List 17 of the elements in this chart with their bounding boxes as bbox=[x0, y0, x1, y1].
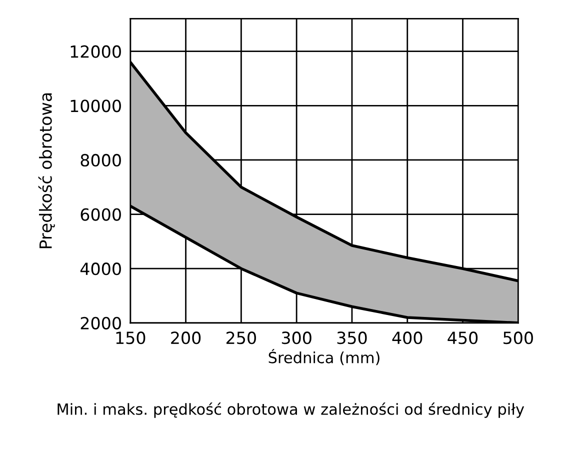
x-tick-label: 350 bbox=[337, 332, 367, 344]
text: Min. i maks. prędkość obrotowa w zależności od średnicy piły bbox=[58, 402, 524, 418]
x-tick-label: 250 bbox=[226, 332, 256, 344]
x-tick-label: 450 bbox=[448, 332, 478, 344]
y-tick-label: 10000 bbox=[70, 100, 121, 112]
x-tick-label: 300 bbox=[282, 332, 312, 344]
x-tick-label: 200 bbox=[171, 332, 201, 344]
y-tick-label: 4000 bbox=[80, 262, 121, 276]
x-axis-title: Średnica (mm) bbox=[268, 349, 380, 366]
y-tick-label: 2000 bbox=[80, 316, 121, 330]
y-tick-label: 8000 bbox=[80, 154, 121, 167]
x-tick-label: 500 bbox=[504, 332, 533, 344]
y-axis-title: Prędkość obrotowa bbox=[38, 93, 55, 248]
x-tick-label: 400 bbox=[392, 332, 422, 344]
y-tick-label: 12000 bbox=[70, 45, 121, 58]
x-tick-label: 150 bbox=[116, 332, 146, 344]
y-tick-label: 6000 bbox=[80, 208, 121, 221]
